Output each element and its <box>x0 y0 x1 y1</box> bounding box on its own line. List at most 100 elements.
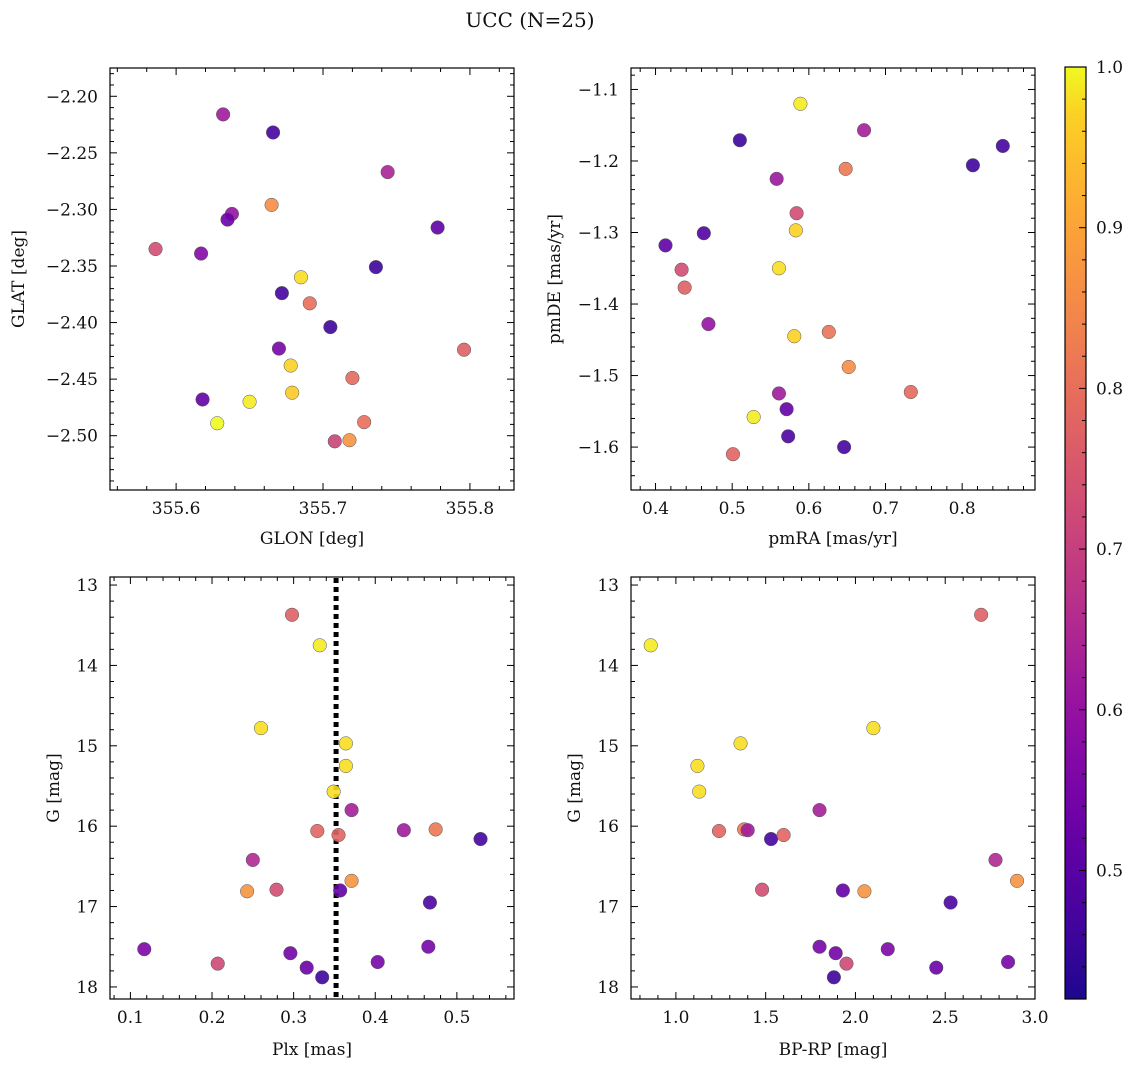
data-point <box>312 638 327 653</box>
y-tick-label: −2.45 <box>46 370 98 390</box>
y-tick-label: 15 <box>76 737 98 757</box>
data-point <box>283 358 298 373</box>
y-tick-label: −1.4 <box>578 295 619 315</box>
data-point <box>701 317 716 332</box>
x-tick-label: 0.7 <box>872 499 899 519</box>
data-point <box>326 784 341 799</box>
panel-pmra-pmde-ylabel: pmDE [mas/yr] <box>545 214 565 344</box>
x-tick-label: 0.6 <box>795 499 822 519</box>
panel-glon-glat-ylabel: GLAT [deg] <box>9 230 29 328</box>
data-point <box>788 223 803 238</box>
panel-plx-g-ylabel: G [mag] <box>44 753 64 822</box>
x-tick-label: 3.0 <box>1021 1008 1048 1028</box>
data-point <box>812 939 827 954</box>
x-tick-label: 0.4 <box>642 499 669 519</box>
data-point <box>711 823 727 839</box>
data-point <box>284 607 300 622</box>
data-point <box>338 736 353 751</box>
data-point <box>866 721 881 736</box>
data-point <box>732 133 747 148</box>
data-point <box>457 342 472 357</box>
data-point <box>396 823 411 838</box>
x-tick-label: 355.7 <box>299 499 348 519</box>
data-point <box>690 758 705 773</box>
y-tick-label: 18 <box>597 978 619 998</box>
x-tick-label: 0.2 <box>198 1008 225 1028</box>
y-tick-label: 17 <box>597 898 619 918</box>
x-tick-label: 2.5 <box>932 1008 959 1028</box>
colorbar-tick-label: 0.7 <box>1096 540 1123 560</box>
y-tick-label: 15 <box>597 737 619 757</box>
data-point <box>826 970 841 985</box>
data-point <box>310 823 325 839</box>
panel-plx-g: Plx [mas] G [mag] 0.1 0.2 0.3 0.4 0.5 13 14 15 1… <box>44 576 515 1060</box>
data-point <box>995 138 1010 154</box>
colorbar: 0.5 0.6 0.7 0.8 0.9 1.0 <box>1064 58 1123 1000</box>
data-point <box>194 246 209 261</box>
data-point <box>368 260 383 275</box>
y-tick-label: −2.25 <box>46 144 98 164</box>
data-point <box>210 956 225 971</box>
data-point <box>271 341 286 356</box>
x-tick-label: 1.0 <box>662 1008 689 1028</box>
y-tick-label: 13 <box>76 576 98 596</box>
panel-bprp-g-ylabel: G [mag] <box>565 753 585 822</box>
y-tick-label: 16 <box>76 817 98 837</box>
data-point <box>837 440 852 455</box>
data-point <box>677 280 692 295</box>
y-tick-label: −1.3 <box>578 224 619 244</box>
x-tick-label: 0.1 <box>117 1008 144 1028</box>
y-tick-label: −2.35 <box>46 257 98 277</box>
data-point <box>835 883 850 898</box>
y-tick-label: −2.40 <box>46 314 98 334</box>
y-tick-label: −1.2 <box>578 152 619 172</box>
y-tick-label: 17 <box>76 898 98 918</box>
data-point <box>903 384 918 400</box>
data-point <box>1001 954 1016 970</box>
colorbar-gradient <box>1064 66 1087 1000</box>
data-point <box>253 721 269 736</box>
data-point <box>988 852 1003 867</box>
data-point <box>740 823 755 838</box>
data-point <box>266 125 281 140</box>
data-point <box>323 320 338 335</box>
x-tick-label: 0.5 <box>719 499 746 519</box>
data-point <box>755 882 770 897</box>
data-point <box>357 415 372 430</box>
data-point <box>283 946 298 961</box>
y-tick-label: −2.30 <box>46 200 98 220</box>
data-point <box>781 429 796 444</box>
data-point <box>327 434 342 449</box>
data-point <box>779 402 794 417</box>
y-tick-label: −2.50 <box>46 427 98 447</box>
data-point <box>674 262 689 277</box>
data-point <box>1009 873 1025 888</box>
data-point <box>771 386 787 401</box>
data-point <box>812 803 827 818</box>
data-point <box>725 447 741 462</box>
x-tick-label: 0.4 <box>362 1008 389 1028</box>
data-point <box>787 329 802 344</box>
data-point <box>422 895 437 910</box>
y-tick-label: −1.6 <box>578 438 619 458</box>
panel-bprp-g: BP-RP [mag] G [mag] 1.0 1.5 2.0 2.5 3.0 13 14 1… <box>565 576 1049 1060</box>
data-point <box>771 261 787 276</box>
data-point <box>838 161 853 176</box>
data-point <box>380 165 395 180</box>
panel-bprp-g-xlabel: BP-RP [mag] <box>779 1040 888 1060</box>
data-point <box>345 370 360 386</box>
y-tick-label: −1.5 <box>578 367 619 387</box>
data-point <box>148 241 163 257</box>
colorbar-tick-label: 0.8 <box>1096 379 1123 399</box>
y-tick-label: 18 <box>76 978 98 998</box>
data-point <box>965 158 980 173</box>
data-point <box>333 883 348 898</box>
data-point <box>299 960 314 975</box>
data-point <box>643 638 658 653</box>
y-tick-label: 14 <box>76 656 98 676</box>
data-point <box>137 942 152 957</box>
data-point <box>285 385 300 400</box>
data-point <box>943 895 958 910</box>
x-tick-label: 0.8 <box>949 499 976 519</box>
y-tick-label: −1.1 <box>578 80 619 100</box>
